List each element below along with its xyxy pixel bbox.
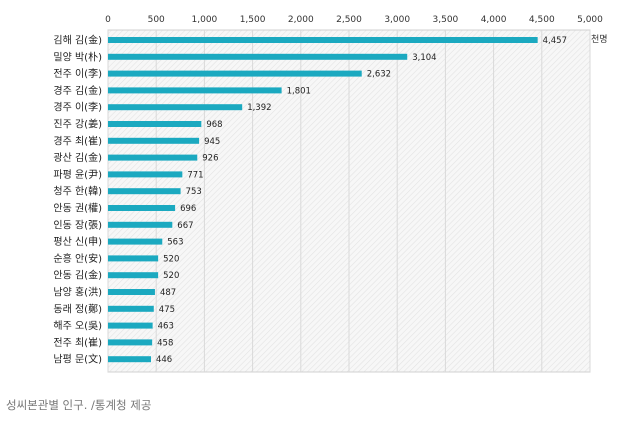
- category-label: 경주 최(崔): [53, 134, 102, 147]
- bar: [108, 289, 155, 295]
- x-tick-label: 3,000: [384, 15, 410, 25]
- category-label: 안동 권(權): [53, 202, 102, 215]
- bar: [108, 339, 153, 346]
- category-labels: 김해 김(金) 밀양 박(朴) 전주 이(李) 경주 김(金) 경주 이(李) 진주 강(…: [53, 34, 102, 366]
- bar: [108, 137, 200, 144]
- bar: [108, 305, 154, 312]
- x-tick-label: 0: [105, 15, 111, 25]
- bar: [108, 356, 151, 363]
- data-label: 520: [163, 254, 179, 264]
- x-tick-label: 4,500: [529, 15, 555, 25]
- x-tick-label: 4,000: [481, 15, 507, 25]
- data-label: 968: [206, 120, 222, 130]
- bar: [108, 171, 183, 178]
- category-label: 남양 홍(洪): [53, 286, 102, 299]
- data-label: 771: [187, 170, 203, 180]
- category-label: 해주 오(吳): [53, 319, 102, 332]
- category-label: 평산 신(申): [53, 235, 102, 248]
- bar: [108, 70, 362, 77]
- data-label: 563: [167, 238, 183, 248]
- bar: [108, 87, 282, 94]
- bar: [108, 37, 538, 43]
- bar: [108, 221, 173, 228]
- bar: [108, 255, 159, 262]
- category-label: 청주 한(韓): [53, 186, 102, 198]
- bar: [108, 238, 163, 245]
- x-tick-label: 5,000: [577, 15, 603, 25]
- data-label: 945: [204, 137, 220, 147]
- bar: [108, 322, 153, 329]
- bar: [108, 104, 243, 111]
- bar: [108, 53, 408, 60]
- data-label: 487: [160, 288, 176, 298]
- bar: [108, 205, 176, 211]
- category-label: 김해 김(金): [53, 34, 102, 47]
- category-label: 순흥 안(安): [53, 252, 102, 265]
- category-label: 남평 문(文): [53, 353, 102, 366]
- bar: [108, 188, 181, 195]
- data-label: 520: [163, 271, 179, 281]
- bar: [108, 154, 198, 161]
- x-tick-label: 2,000: [288, 15, 314, 25]
- category-label: 전주 최(崔): [53, 336, 102, 349]
- data-label: 475: [159, 305, 175, 315]
- data-label: 446: [156, 355, 172, 365]
- bar: [108, 272, 159, 279]
- category-label: 광산 김(金): [53, 151, 102, 164]
- x-tick-label: 3,500: [433, 15, 459, 25]
- data-labels: 4,457 3,104 2,632 1,801 1,392 968 945 926 771 753…: [156, 36, 567, 365]
- category-label: 전주 이(李): [53, 67, 102, 80]
- x-tick-label: 1,500: [240, 15, 266, 25]
- data-label: 1,801: [287, 86, 311, 96]
- data-label: 667: [177, 221, 193, 231]
- x-tick-label: 500: [148, 15, 165, 25]
- category-label: 안동 김(金): [53, 269, 102, 282]
- data-label: 1,392: [247, 103, 271, 113]
- source-caption: 성씨본관별 인구. /통계청 제공: [6, 398, 152, 412]
- data-label: 463: [158, 322, 174, 332]
- category-label: 동래 정(鄭): [53, 302, 102, 315]
- data-label: 4,457: [543, 36, 567, 46]
- category-label: 인동 장(張): [53, 219, 102, 231]
- category-label: 밀양 박(朴): [53, 50, 102, 63]
- grid-lines: [107, 30, 591, 372]
- data-label: 2,632: [367, 70, 391, 80]
- bars: [108, 37, 538, 363]
- data-label: 753: [186, 187, 202, 197]
- data-label: 696: [180, 204, 196, 214]
- category-label: 파평 윤(尹): [53, 169, 102, 181]
- population-bar-chart: 0 500 1,000 1,500 2,000 2,500 3,000 3,500 4,000 4…: [53, 15, 608, 373]
- x-tick-label: 2,500: [336, 15, 362, 25]
- category-label: 경주 이(李): [53, 101, 102, 114]
- data-label: 458: [157, 338, 173, 348]
- unit-label: 천명: [591, 34, 608, 45]
- data-label: 3,104: [412, 53, 436, 63]
- category-label: 경주 김(金): [53, 84, 102, 97]
- bar: [108, 121, 202, 127]
- data-label: 926: [202, 154, 218, 164]
- x-axis-tick-labels: 0 500 1,000 1,500 2,000 2,500 3,000 3,500 4,000 4…: [105, 15, 603, 25]
- x-tick-label: 1,000: [192, 15, 218, 25]
- category-label: 진주 강(姜): [53, 118, 102, 131]
